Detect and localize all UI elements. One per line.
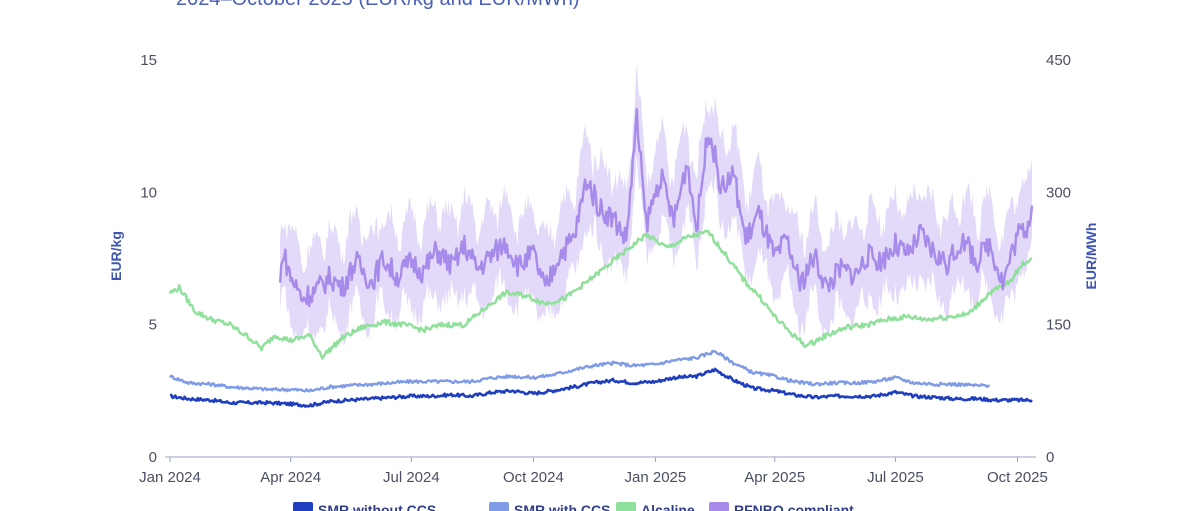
x-axis-ticks: Jan 2024 Apr 2024 Jul 2024 Oct 2024 Jan 2025… [139, 457, 1048, 486]
right-tick-label: 150 [1046, 317, 1071, 334]
chart-title: 2024–October 2025 (EUR/kg and EUR/MWh) [176, 0, 580, 11]
left-axis-title: EUR/kg [108, 231, 124, 281]
legend-item: SMR without CCS [293, 502, 436, 511]
alcaline-line [168, 229, 1033, 360]
left-tick-label: 15 [140, 52, 157, 69]
x-tick-label: Oct 2025 [987, 469, 1048, 486]
rfnbo-compliant-line [278, 107, 1034, 308]
left-tick-label: 5 [149, 317, 157, 334]
x-tick-label: Jan 2024 [139, 469, 201, 486]
right-tick-label: 450 [1046, 52, 1071, 69]
legend-swatch [616, 502, 636, 511]
x-tick-label: Oct 2024 [503, 469, 564, 486]
left-tick-label: 10 [140, 184, 157, 201]
legend-swatch [489, 502, 509, 511]
legend-item: SMR with CCS [489, 502, 610, 511]
right-tick-label: 300 [1046, 184, 1071, 201]
legend-item: Alcaline [616, 502, 695, 511]
legend-label: SMR with CCS [514, 502, 610, 511]
smr-without-ccs-line [169, 367, 1033, 408]
x-tick-label: Jul 2025 [867, 469, 924, 486]
legend-label: SMR without CCS [318, 502, 436, 511]
legend: SMR without CCS SMR with CCS Alcaline RFNBO… [293, 502, 854, 511]
rfnbo-band-layer [280, 62, 1033, 347]
legend-item: RFNBO compliant [709, 502, 854, 511]
left-axis-ticks: 0 5 10 15 [140, 52, 157, 466]
right-tick-label: 0 [1046, 449, 1054, 466]
left-tick-label: 0 [149, 449, 157, 466]
x-tick-label: Jan 2025 [625, 469, 687, 486]
rfnbo-compliant-range-band [280, 62, 1033, 347]
x-tick-label: Apr 2025 [744, 469, 805, 486]
legend-swatch [709, 502, 729, 511]
legend-swatch [293, 502, 313, 511]
right-axis-ticks: 0 150 300 450 [1046, 52, 1071, 466]
x-tick-label: Jul 2024 [383, 469, 440, 486]
right-axis-title: EUR/MWh [1083, 223, 1099, 290]
series-lines-layer [168, 107, 1034, 408]
legend-label: Alcaline [641, 502, 695, 511]
x-tick-label: Apr 2024 [260, 469, 321, 486]
smr-with-ccs-line [169, 349, 990, 393]
legend-label: RFNBO compliant [734, 502, 854, 511]
